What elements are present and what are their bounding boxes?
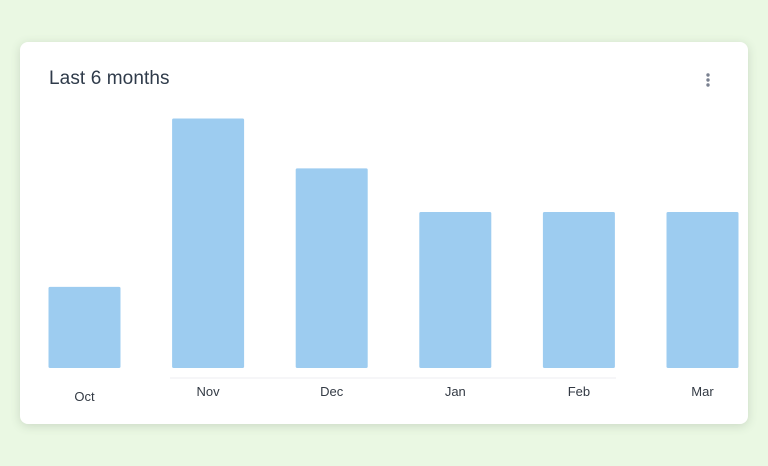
more-vertical-icon	[706, 73, 710, 87]
x-tick-label-oct: Oct	[74, 389, 95, 404]
bar-feb[interactable]	[542, 212, 615, 368]
bar-chart: Oct Nov Dec Jan Feb Mar	[48, 118, 739, 404]
tick-label-group: Oct Nov Dec Jan Feb Mar	[74, 384, 714, 404]
more-options-button[interactable]	[700, 69, 716, 91]
x-tick-label-dec: Dec	[320, 384, 344, 399]
bar-jan[interactable]	[419, 212, 492, 368]
card-title: Last 6 months	[49, 68, 170, 89]
bar-oct[interactable]	[48, 286, 121, 368]
bar-dec[interactable]	[295, 168, 368, 368]
bar-group	[48, 118, 739, 369]
x-tick-label-feb: Feb	[568, 384, 590, 399]
x-tick-label-mar: Mar	[691, 384, 714, 399]
x-tick-label-jan: Jan	[445, 384, 466, 399]
bar-mar[interactable]	[666, 212, 739, 368]
chart-card: Last 6 months Oct Nov Dec Jan Feb Mar	[20, 42, 748, 424]
bar-nov[interactable]	[172, 118, 245, 369]
x-tick-label-nov: Nov	[197, 384, 221, 399]
